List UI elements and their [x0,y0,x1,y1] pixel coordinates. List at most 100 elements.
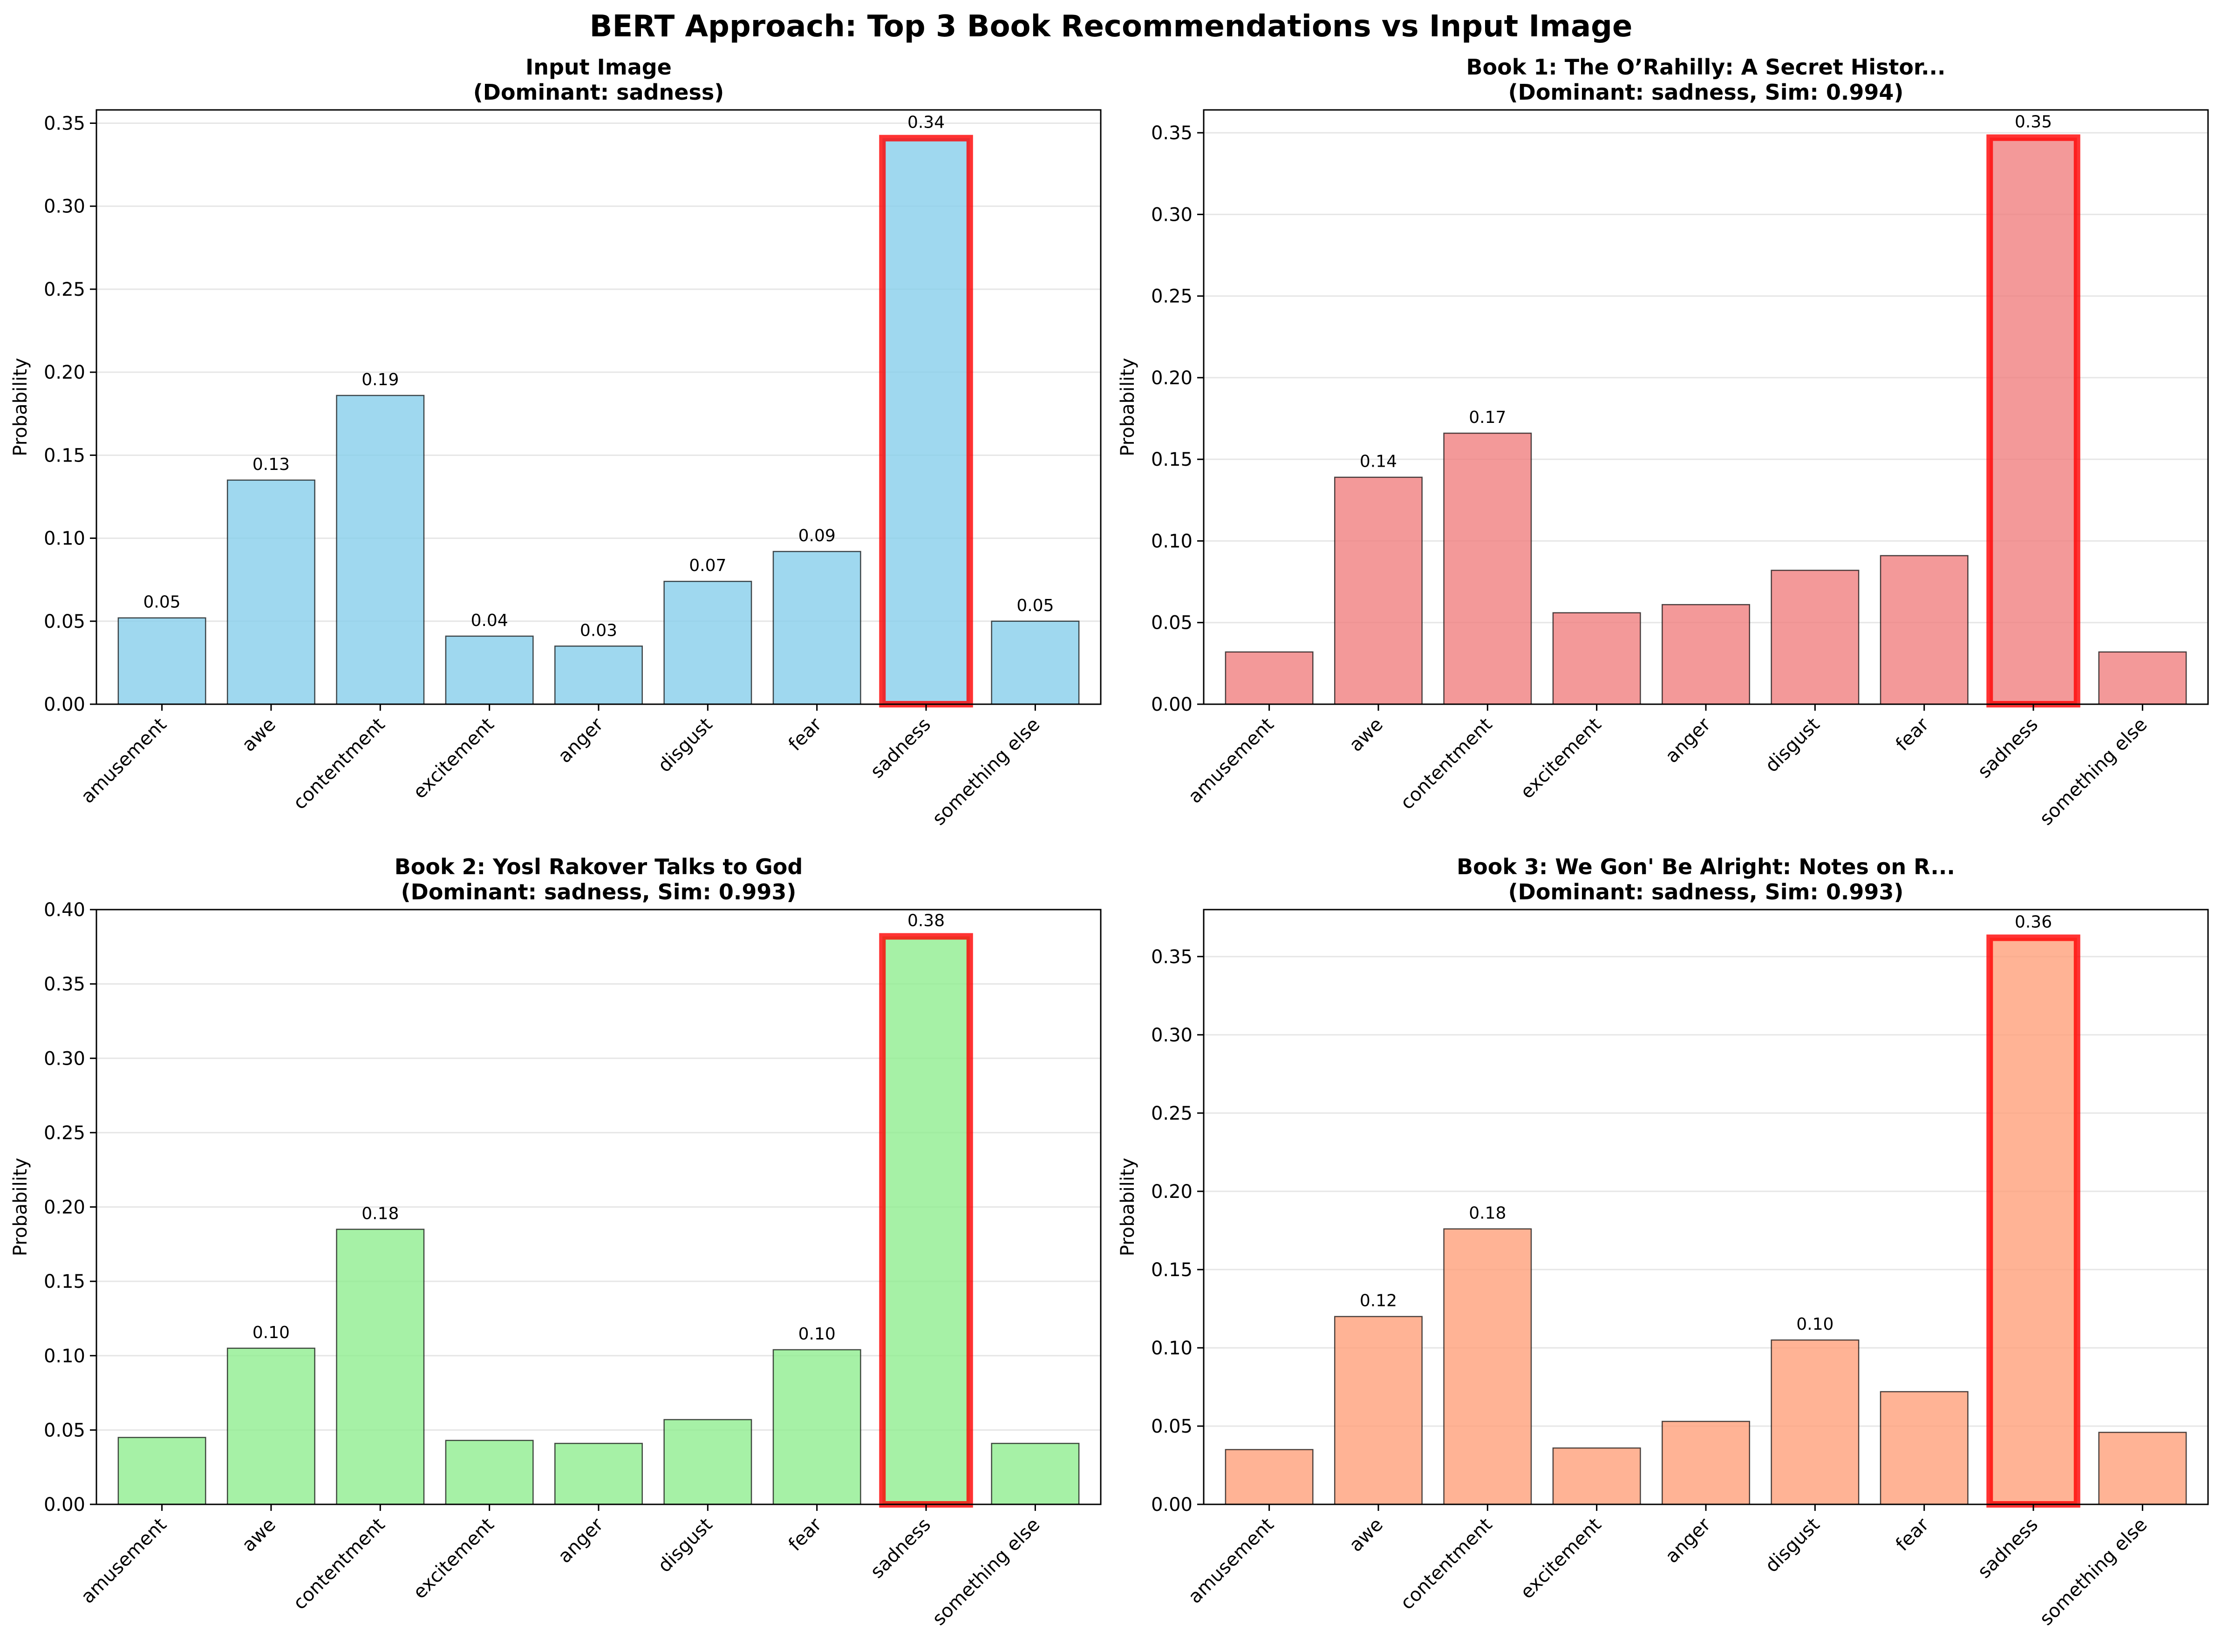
value-label: 0.10 [252,1323,290,1342]
bar-awe [1334,476,1423,705]
y-tick-label: 0.30 [1151,204,1193,225]
subplot-title: Book 1: The O’Rahilly: A Secret Histor..… [1466,54,1945,80]
bar-amusement [117,1437,206,1505]
subplot-title: Book 2: Yosl Rakover Talks to God [395,854,803,879]
bar-sadness [1986,134,2080,708]
y-tick-label: 0.05 [1151,612,1193,634]
subplot-subtitle: (Dominant: sadness, Sim: 0.994) [1508,80,1904,105]
y-tick-label: 0.05 [44,1420,85,1441]
y-axis-label: Probability [10,358,31,456]
bar-sadness [879,135,973,708]
axes-frame [95,909,1102,1505]
value-label: 0.18 [361,1204,399,1223]
value-label: 0.13 [252,455,290,474]
bar-excitement [1552,612,1641,705]
y-tick-label: 0.20 [1151,367,1193,389]
bar-excitement [445,1440,534,1505]
bar-something-else [2098,1432,2187,1505]
y-tick-label: 0.00 [44,694,85,715]
y-tick-label: 0.00 [1151,694,1193,715]
bar-sadness [1986,934,2080,1508]
bar-disgust [1771,1339,1860,1505]
value-label: 0.05 [1016,596,1054,615]
bar-excitement [1552,1447,1641,1505]
bar-something-else [991,1442,1080,1505]
value-label: 0.03 [580,621,617,640]
y-tick-label: 0.30 [44,196,85,218]
y-tick-label: 0.15 [44,1271,85,1292]
bar-contentment [1443,1228,1532,1505]
value-label: 0.07 [689,556,726,575]
y-tick-label: 0.05 [1151,1416,1193,1437]
bar-amusement [1225,651,1314,705]
bar-contentment [336,1229,425,1505]
bar-awe [1334,1316,1423,1505]
bar-sadness [879,933,973,1508]
y-tick-label: 0.35 [1151,122,1193,144]
subplot-subtitle: (Dominant: sadness) [473,80,724,105]
value-label: 0.10 [1796,1315,1833,1334]
bar-fear [1880,555,1969,705]
value-label: 0.19 [361,370,399,389]
subplot-subtitle: (Dominant: sadness, Sim: 0.993) [1508,879,1904,904]
y-axis-label: Probability [10,1158,31,1256]
value-label: 0.17 [1469,408,1506,427]
value-label: 0.05 [143,593,181,612]
y-tick-label: 0.25 [1151,286,1193,307]
bar-anger [1662,1421,1750,1505]
value-label: 0.18 [1469,1204,1506,1223]
bar-anger [554,1442,643,1505]
y-tick-label: 0.10 [44,1346,85,1367]
bar-contentment [1443,432,1532,705]
y-tick-label: 0.40 [44,899,85,921]
bar-something-else [2098,651,2187,705]
subplot-title: Input Image [525,54,672,80]
y-tick-label: 0.20 [44,362,85,383]
bar-fear [1880,1391,1969,1505]
subplot-title: Book 3: We Gon' Be Alright: Notes on R..… [1457,854,1955,879]
bar-contentment [336,394,425,705]
value-label: 0.10 [798,1325,836,1344]
y-tick-label: 0.20 [1151,1181,1193,1203]
value-label: 0.35 [2015,113,2052,132]
bar-something-else [991,620,1080,705]
y-tick-label: 0.00 [44,1494,85,1516]
bar-awe [226,1347,315,1505]
axes-frame [1203,109,2209,705]
bar-disgust [1771,570,1860,705]
y-axis-label: Probability [1117,1158,1138,1256]
y-tick-label: 0.15 [44,445,85,466]
y-tick-label: 0.35 [44,974,85,995]
y-tick-label: 0.00 [1151,1494,1193,1516]
figure-suptitle: BERT Approach: Top 3 Book Recommendation… [590,9,1633,44]
bar-awe [226,479,315,705]
value-label: 0.09 [798,526,836,545]
value-label: 0.38 [907,911,945,930]
bar-excitement [445,635,534,705]
y-tick-label: 0.30 [44,1048,85,1069]
y-tick-label: 0.30 [1151,1025,1193,1046]
bar-anger [554,646,643,705]
y-tick-label: 0.15 [1151,449,1193,470]
bar-anger [1662,604,1750,705]
axes-frame [1203,909,2209,1505]
value-label: 0.12 [1360,1292,1397,1311]
bar-fear [772,1349,861,1505]
y-tick-label: 0.20 [44,1197,85,1218]
subplot-subtitle: (Dominant: sadness, Sim: 0.993) [401,879,797,904]
value-label: 0.36 [2015,912,2052,931]
y-tick-label: 0.10 [1151,530,1193,552]
value-label: 0.04 [471,611,508,630]
y-tick-label: 0.35 [1151,946,1193,968]
y-tick-label: 0.25 [1151,1103,1193,1124]
y-tick-label: 0.05 [44,611,85,632]
bar-amusement [1225,1449,1314,1505]
y-tick-label: 0.25 [44,1122,85,1144]
value-label: 0.14 [1360,452,1397,471]
bar-fear [772,551,861,705]
y-tick-label: 0.10 [44,528,85,550]
y-tick-label: 0.15 [1151,1259,1193,1281]
bar-disgust [663,1419,752,1505]
